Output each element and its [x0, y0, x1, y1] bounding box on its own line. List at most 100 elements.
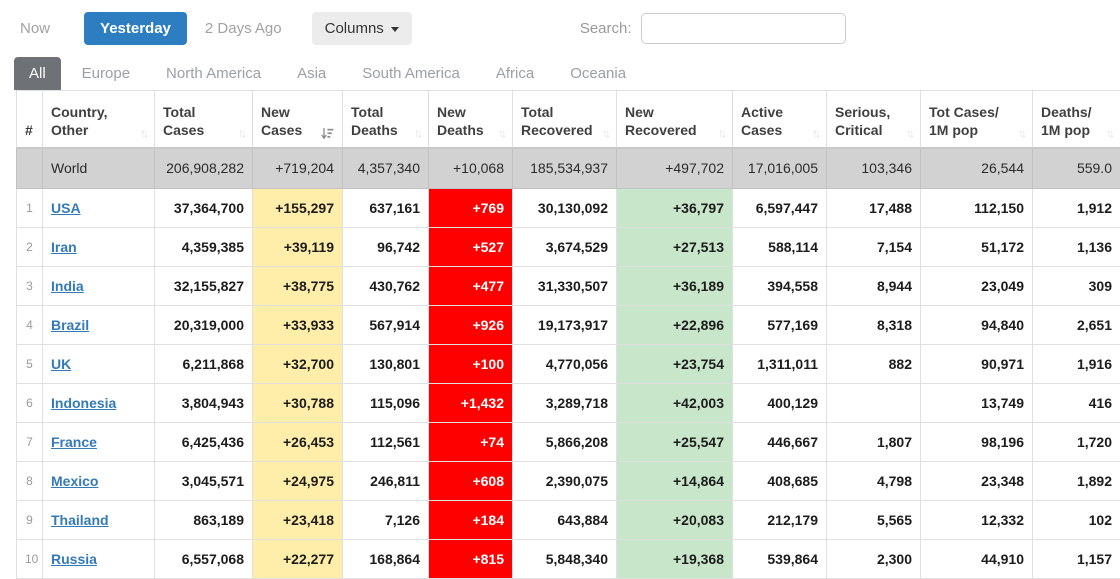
total-recovered-cell: 30,130,092 [513, 189, 617, 228]
rank-cell: 2 [17, 228, 43, 267]
column-header-total_deaths[interactable]: Total Deaths↑↓ [343, 91, 429, 148]
sort-desc-icon [321, 127, 334, 140]
country-link[interactable]: Iran [51, 239, 77, 255]
total-deaths-cell: 7,126 [343, 501, 429, 540]
country-link[interactable]: Brazil [51, 317, 89, 333]
country-cell: Iran [43, 228, 155, 267]
total-deaths-cell: 430,762 [343, 267, 429, 306]
total-recovered-cell: 2,390,075 [513, 462, 617, 501]
sort-both-icon: ↑↓ [138, 126, 146, 140]
tot-cases-1m-cell: 13,749 [921, 384, 1033, 423]
country-link[interactable]: Indonesia [51, 395, 116, 411]
sort-both-icon: ↑↓ [496, 126, 504, 140]
column-header-new_recovered[interactable]: New Recovered ↑↓ [617, 91, 733, 148]
country-cell: France [43, 423, 155, 462]
now-button[interactable]: Now [20, 20, 50, 37]
country-link[interactable]: Thailand [51, 512, 109, 528]
serious-critical-cell: 1,807 [827, 423, 921, 462]
country-link[interactable]: USA [51, 200, 81, 216]
serious-critical-cell [827, 384, 921, 423]
country-link[interactable]: India [51, 278, 84, 294]
columns-dropdown-button[interactable]: Columns [312, 12, 412, 45]
tab-asia[interactable]: Asia [282, 57, 341, 90]
column-header-total_recovered[interactable]: Total Recovered↑↓ [513, 91, 617, 148]
new-cases-cell: +22,277 [253, 540, 343, 579]
tab-europe[interactable]: Europe [67, 57, 145, 90]
column-header-total_cases[interactable]: Total Cases↑↓ [155, 91, 253, 148]
deaths-1m-cell: 1,916 [1033, 345, 1120, 384]
rank-cell: 4 [17, 306, 43, 345]
deaths-1m-cell: 416 [1033, 384, 1120, 423]
column-header-tot_cases_1m[interactable]: Tot Cases/ 1M pop↑↓ [921, 91, 1033, 148]
new-recovered-cell: +14,864 [617, 462, 733, 501]
tot-cases-1m-cell: 23,348 [921, 462, 1033, 501]
column-header-new_deaths[interactable]: New Deaths ↑↓ [429, 91, 513, 148]
active-cases-cell: 394,558 [733, 267, 827, 306]
column-header-new_cases[interactable]: New Cases [253, 91, 343, 148]
new-cases-cell: +39,119 [253, 228, 343, 267]
sort-both-icon: ↑↓ [716, 126, 724, 140]
country-cell: USA [43, 189, 155, 228]
rank-cell: 10 [17, 540, 43, 579]
total-cases-cell: 32,155,827 [155, 267, 253, 306]
column-label: Country, Other [51, 104, 108, 140]
tab-africa[interactable]: Africa [481, 57, 549, 90]
column-label: New Deaths [437, 104, 484, 140]
serious-critical-cell: 8,318 [827, 306, 921, 345]
active-cases-cell: 6,597,447 [733, 189, 827, 228]
total-recovered-cell: 3,674,529 [513, 228, 617, 267]
tab-north-america[interactable]: North America [151, 57, 276, 90]
active-cases-cell: 400,129 [733, 384, 827, 423]
total-recovered-cell: 643,884 [513, 501, 617, 540]
tot-cases-1m-cell: 26,544 [921, 148, 1033, 189]
tab-south-america[interactable]: South America [347, 57, 475, 90]
total-cases-cell: 206,908,282 [155, 148, 253, 189]
country-cell: Indonesia [43, 384, 155, 423]
total-deaths-cell: 168,864 [343, 540, 429, 579]
new-deaths-cell: +477 [429, 267, 513, 306]
total-cases-cell: 4,359,385 [155, 228, 253, 267]
search-input[interactable] [641, 13, 846, 44]
column-label: New Recovered [625, 104, 697, 140]
column-header-serious_critical[interactable]: Serious, Critical↑↓ [827, 91, 921, 148]
new-recovered-cell: +36,797 [617, 189, 733, 228]
country-link[interactable]: Mexico [51, 473, 98, 489]
column-header-active_cases[interactable]: Active Cases↑↓ [733, 91, 827, 148]
rank-cell: 8 [17, 462, 43, 501]
tab-all[interactable]: All [14, 57, 61, 90]
tab-oceania[interactable]: Oceania [555, 57, 641, 90]
country-link[interactable]: France [51, 434, 97, 450]
column-header-deaths_1m[interactable]: Deaths/ 1M pop↑↓ [1033, 91, 1120, 148]
yesterday-button[interactable]: Yesterday [84, 12, 187, 45]
two-days-ago-button[interactable]: 2 Days Ago [205, 20, 282, 37]
new-recovered-cell: +36,189 [617, 267, 733, 306]
total-cases-cell: 6,425,436 [155, 423, 253, 462]
active-cases-cell: 408,685 [733, 462, 827, 501]
country-link[interactable]: Russia [51, 551, 97, 567]
total-cases-cell: 37,364,700 [155, 189, 253, 228]
new-recovered-cell: +42,003 [617, 384, 733, 423]
new-cases-cell: +33,933 [253, 306, 343, 345]
new-cases-cell: +155,297 [253, 189, 343, 228]
active-cases-cell: 17,016,005 [733, 148, 827, 189]
serious-critical-cell: 4,798 [827, 462, 921, 501]
tot-cases-1m-cell: 12,332 [921, 501, 1033, 540]
active-cases-cell: 212,179 [733, 501, 827, 540]
chevron-down-icon [391, 27, 399, 32]
column-header-country[interactable]: Country, Other ↑↓ [43, 91, 155, 148]
country-link[interactable]: UK [51, 356, 71, 372]
deaths-1m-cell: 102 [1033, 501, 1120, 540]
total-deaths-cell: 567,914 [343, 306, 429, 345]
total-deaths-cell: 4,357,340 [343, 148, 429, 189]
total-recovered-cell: 5,866,208 [513, 423, 617, 462]
country-cell: Thailand [43, 501, 155, 540]
column-label: Deaths/ 1M pop [1041, 104, 1092, 140]
total-cases-cell: 20,319,000 [155, 306, 253, 345]
columns-label: Columns [325, 20, 384, 37]
